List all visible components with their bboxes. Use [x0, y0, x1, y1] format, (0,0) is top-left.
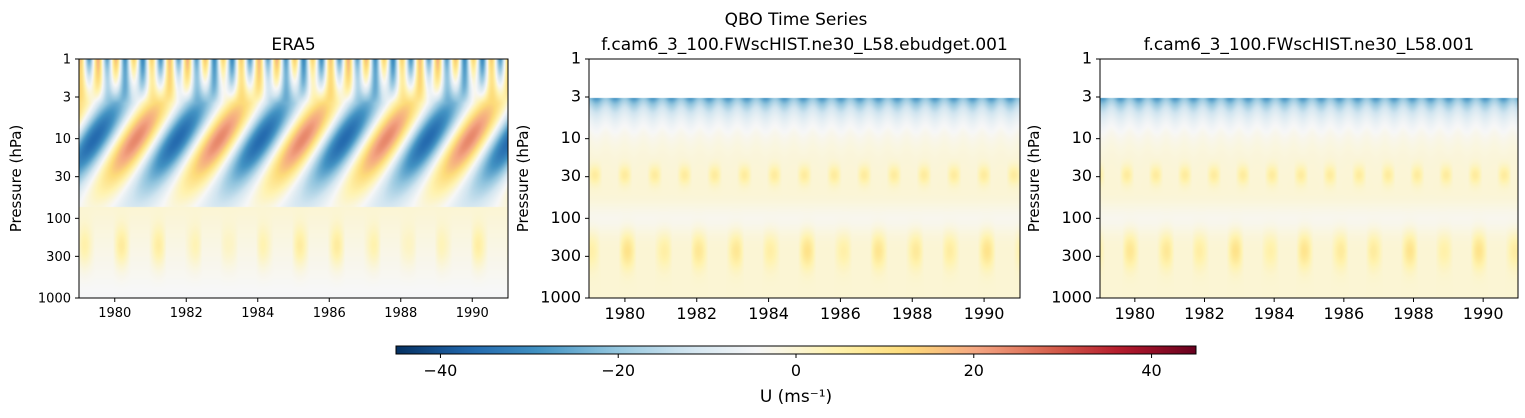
x-tick-label: 1982	[170, 306, 203, 321]
panel-3: f.cam6_3_100.FWscHIST.ne30_L58.001 1 3 10 30…	[1025, 35, 1519, 323]
y-tick-label: 10	[561, 128, 581, 147]
y-tick-label: 3	[1082, 87, 1092, 106]
panels: ERA5 1 3 10 30 100 300 1000 1980 1982 1984 1986 1988…	[7, 35, 1519, 323]
y-tick-label: 30	[561, 166, 581, 185]
x-tick-label: 1984	[748, 304, 789, 323]
colorbar-label: U (ms⁻¹)	[760, 387, 832, 407]
colorbar-tick-label: 40	[1141, 361, 1161, 380]
y-tick-label: 100	[46, 212, 71, 227]
x-tick-label: 1990	[964, 304, 1005, 323]
x-tick-label: 1980	[98, 306, 131, 321]
x-tick-label: 1986	[1323, 304, 1364, 323]
y-tick-label: 100	[1061, 208, 1092, 227]
panel-title: f.cam6_3_100.FWscHIST.ne30_L58.ebudget.0…	[601, 35, 1008, 55]
y-tick-label: 1	[63, 53, 71, 68]
colorbar-tick-label: 0	[791, 361, 801, 380]
x-tick-label: 1988	[892, 304, 933, 323]
y-axis-label: Pressure (hPa)	[1025, 125, 1043, 233]
y-tick-label: 300	[550, 246, 581, 265]
y-tick-label: 1	[1082, 49, 1092, 68]
y-tick-label: 300	[46, 250, 71, 265]
heatmap-raster	[79, 59, 508, 298]
y-tick-label: 1000	[38, 292, 71, 307]
x-tick-label: 1980	[1114, 304, 1155, 323]
heatmap-raster	[1100, 59, 1518, 298]
y-tick-label: 1000	[540, 288, 581, 307]
y-tick-label: 30	[1072, 166, 1092, 185]
colorbar-tick-label: −20	[601, 361, 635, 380]
x-tick-label: 1980	[605, 304, 646, 323]
x-tick-label: 1990	[1463, 304, 1504, 323]
panel-title: f.cam6_3_100.FWscHIST.ne30_L58.001	[1144, 35, 1474, 55]
x-tick-label: 1984	[241, 306, 274, 321]
figure-suptitle: QBO Time Series	[725, 10, 868, 30]
x-tick-label: 1986	[313, 306, 346, 321]
y-axis-label: Pressure (hPa)	[7, 125, 25, 233]
panel-title: ERA5	[271, 35, 315, 55]
y-tick-label: 1000	[1051, 288, 1092, 307]
plot-frame	[1099, 58, 1519, 299]
colorbar-tick-label: −40	[424, 361, 458, 380]
x-tick-label: 1984	[1254, 304, 1295, 323]
y-tick-label: 3	[63, 91, 71, 106]
y-tick-label: 10	[54, 132, 71, 147]
y-tick-label: 3	[571, 87, 581, 106]
x-tick-label: 1988	[1393, 304, 1434, 323]
x-tick-label: 1982	[676, 304, 717, 323]
plot-frame	[588, 58, 1021, 299]
y-axis-label: Pressure (hPa)	[514, 125, 532, 233]
y-tick-label: 10	[1072, 128, 1092, 147]
x-tick-label: 1988	[384, 306, 417, 321]
colorbar-tick-label: 20	[964, 361, 984, 380]
panel-2: f.cam6_3_100.FWscHIST.ne30_L58.ebudget.0…	[514, 35, 1021, 323]
y-tick-label: 300	[1061, 246, 1092, 265]
plot-frame	[78, 58, 509, 299]
x-tick-label: 1986	[820, 304, 861, 323]
y-tick-label: 1	[571, 49, 581, 68]
heatmap-raster	[589, 59, 1020, 298]
colorbar-gradient	[395, 345, 1197, 355]
y-tick-label: 30	[54, 170, 71, 185]
colorbar: −40 −20 0 20 40 U (ms⁻¹)	[395, 345, 1197, 407]
panel-1: ERA5 1 3 10 30 100 300 1000 1980 1982 1984 1986 1988…	[7, 35, 509, 321]
x-tick-label: 1990	[456, 306, 489, 321]
x-tick-label: 1982	[1184, 304, 1225, 323]
y-tick-label: 100	[550, 208, 581, 227]
